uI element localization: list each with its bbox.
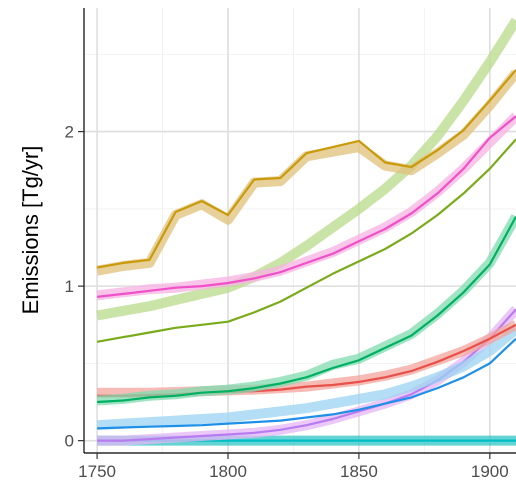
- series-line-15: [96, 69, 516, 269]
- series-band-10: [96, 17, 516, 321]
- series-line-11: [96, 138, 516, 343]
- series-band-4: [96, 325, 516, 431]
- series-line-13: [96, 115, 516, 298]
- series-line-5: [97, 337, 516, 430]
- y-axis-title: Emissions [Tg/yr]: [18, 146, 43, 315]
- grid-minor: [84, 8, 516, 453]
- y-tick-label: 2: [65, 123, 74, 142]
- y-tick-label: 0: [65, 432, 74, 451]
- series-layer: [96, 17, 516, 446]
- series-band-14: [96, 69, 516, 276]
- x-tick-label: 1850: [340, 462, 378, 481]
- x-tick-label: 1750: [78, 462, 116, 481]
- y-axis-ticks: 0 1 2: [65, 123, 84, 451]
- y-tick-label: 1: [65, 277, 74, 296]
- x-tick-label: 1900: [471, 462, 509, 481]
- x-axis-ticks: 1750 1800 1850 1900: [78, 453, 509, 481]
- x-tick-label: 1800: [209, 462, 247, 481]
- series-band-8: [96, 214, 516, 406]
- series-line-9: [97, 216, 516, 404]
